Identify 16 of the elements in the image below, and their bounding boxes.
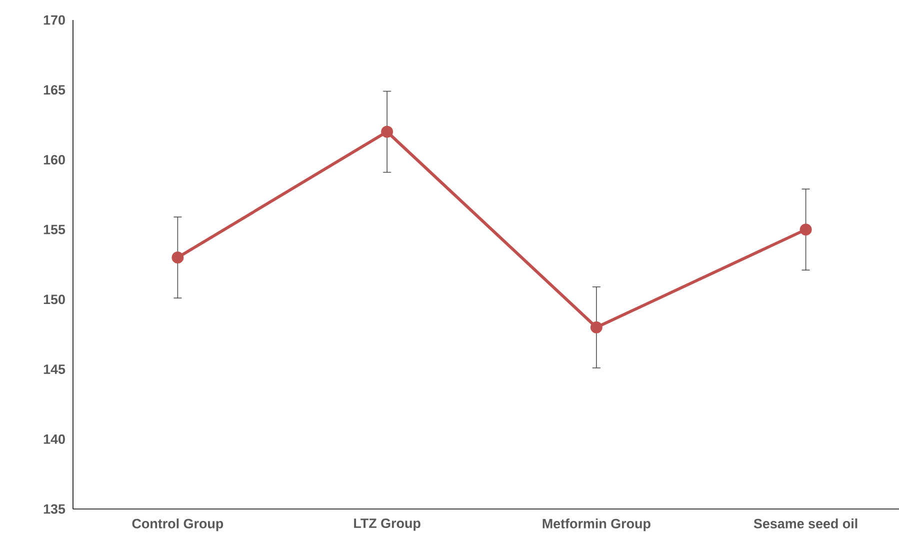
y-tick-label: 150 [44,294,65,304]
y-tick-label: 170 [44,15,65,25]
x-tick-label: Metformin Group [542,518,650,532]
point [172,252,184,264]
y-tick-label: 135 [44,504,66,514]
y-tick-label: 145 [44,364,66,374]
y-tick-label: 160 [44,154,65,164]
y-tick-label: 140 [44,434,65,444]
x-tick-label: Control Group [132,518,224,532]
x-tick-label: LTZ Group [354,518,420,531]
x-tick-label: Sesame seed oil [754,518,858,528]
point [381,126,394,138]
y-tick-label: 165 [44,85,66,95]
point [590,321,602,334]
point [800,224,812,236]
y-tick-label: 155 [44,224,66,234]
